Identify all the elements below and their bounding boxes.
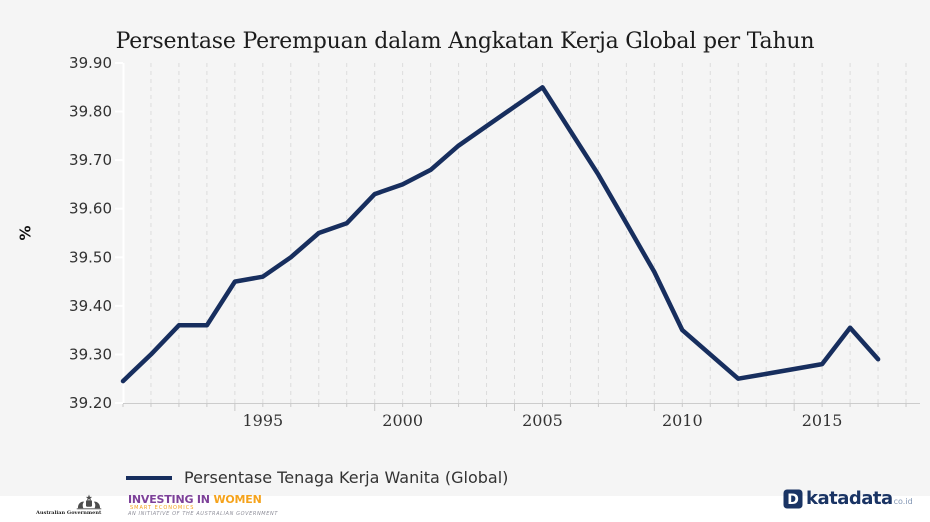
legend-label: Persentase Tenaga Kerja Wanita (Global) <box>184 468 509 487</box>
women-text: WOMEN <box>209 493 262 506</box>
x-tick-label: 2005 <box>522 411 563 430</box>
x-tick-label: 2015 <box>802 411 843 430</box>
y-tick-label: 39.40 <box>69 297 112 315</box>
series-line <box>120 85 881 384</box>
y-tick-label: 39.80 <box>69 103 112 121</box>
katadata-logo: D katadata co.id <box>783 489 913 509</box>
y-tick-label: 39.60 <box>69 200 112 218</box>
x-tick-label: 2010 <box>662 411 703 430</box>
y-tick-label: 39.90 <box>69 54 112 72</box>
x-tick-label: 1995 <box>242 411 283 430</box>
gridlines <box>150 63 907 403</box>
legend-line-swatch <box>126 475 172 480</box>
y-tick-label: 39.70 <box>69 151 112 169</box>
y-axis: 39.20 39.30 39.40 39.50 39.60 39.70 39.80 39.90 <box>69 54 125 412</box>
x-axis: 1995 2000 2005 2010 2015 <box>115 403 920 430</box>
initiative-label: AN INITIATIVE OF THE AUSTRALIAN GOVERNME… <box>128 511 278 517</box>
katadata-d-icon: D <box>783 489 803 509</box>
katadata-name: katadata <box>806 488 893 509</box>
y-tick-label: 39.20 <box>69 394 112 412</box>
australian-government-crest-icon <box>76 494 102 510</box>
chart-plot: 1995 2000 2005 2010 2015 39.20 39.30 39.40 39.50… <box>69 54 920 430</box>
y-tick-label: 39.30 <box>69 345 112 363</box>
katadata-tld: co.id <box>893 497 913 506</box>
australian-government-label: Australian Government <box>36 510 102 516</box>
legend[interactable]: Persentase Tenaga Kerja Wanita (Global) <box>126 468 508 487</box>
smart-economics-label: SMART ECONOMICS <box>130 505 195 511</box>
investing-in-text: INVESTING IN <box>128 493 210 506</box>
svg-text:D: D <box>787 492 799 508</box>
chart-title: Persentase Perempuan dalam Angkatan Kerj… <box>115 29 815 54</box>
y-tick-label: 39.50 <box>69 248 112 266</box>
investing-in-women-logo: INVESTING IN WOMEN <box>128 493 262 506</box>
x-tick-label: 2000 <box>382 411 423 430</box>
footer-bar <box>0 496 930 522</box>
